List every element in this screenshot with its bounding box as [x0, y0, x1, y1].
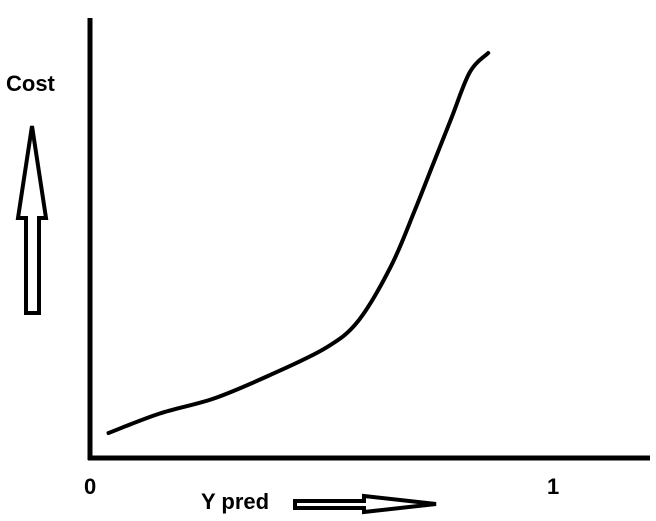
cost-curve-line: [106, 51, 491, 435]
x-axis-label: Y pred: [201, 489, 269, 514]
x-tick-label-1: 1: [547, 474, 559, 499]
y-axis-label: Cost: [6, 71, 56, 96]
x-axis-arrow: [293, 493, 437, 515]
x-tick-label-0: 0: [84, 474, 96, 499]
y-axis-arrow: [15, 125, 49, 315]
